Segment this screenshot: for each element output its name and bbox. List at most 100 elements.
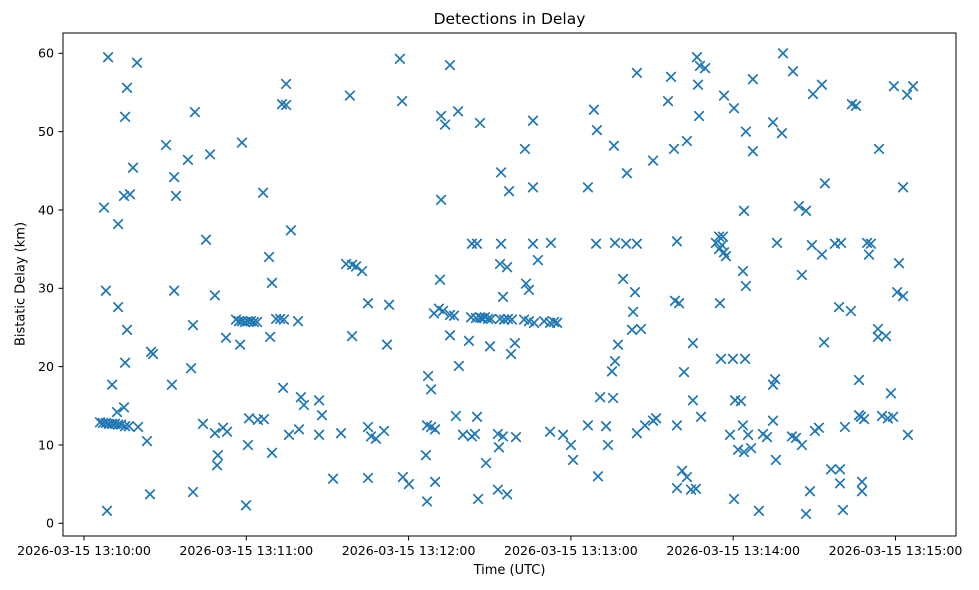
data-point [185, 363, 197, 374]
data-point [834, 464, 846, 475]
data-point [816, 249, 828, 260]
data-point [471, 411, 483, 422]
data-point [538, 316, 550, 327]
data-point [505, 348, 517, 360]
data-point [527, 182, 539, 193]
data-point [897, 290, 909, 302]
data-point [118, 190, 130, 202]
data-point [591, 124, 603, 136]
data-point [617, 273, 629, 285]
data-point [503, 186, 515, 197]
data-point [280, 99, 292, 111]
data-point [101, 505, 113, 516]
data-point [876, 410, 888, 422]
data-point [527, 115, 539, 126]
data-point [738, 446, 750, 458]
data-point [777, 48, 789, 59]
data-point [532, 254, 544, 266]
data-point [471, 238, 483, 249]
data-point [545, 237, 557, 249]
data-point [738, 205, 750, 216]
data-point [236, 137, 248, 148]
data-point [200, 234, 212, 245]
data-point [807, 88, 819, 100]
data-point [285, 225, 297, 236]
data-point [606, 366, 618, 377]
data-point [362, 421, 374, 433]
x-tick-label: 2026-03-15 13:13:00 [504, 543, 638, 558]
data-point [612, 339, 624, 350]
data-point [671, 482, 683, 494]
data-point [280, 78, 292, 90]
data-point [724, 429, 736, 440]
data-point [608, 140, 620, 151]
data-point [592, 471, 604, 482]
data-point [420, 450, 432, 461]
data-point [118, 402, 130, 413]
data-point [678, 366, 690, 378]
data-point [740, 280, 752, 292]
data-point [887, 411, 899, 422]
x-tick-label: 2026-03-15 13:10:00 [17, 543, 151, 558]
x-tick-label: 2026-03-15 13:11:00 [179, 543, 313, 558]
data-point [901, 89, 913, 100]
data-point [835, 237, 847, 249]
data-point [144, 489, 156, 500]
data-point [650, 413, 662, 424]
data-point [732, 444, 744, 455]
data-point [767, 117, 779, 128]
data-point [816, 79, 828, 90]
data-point [506, 314, 518, 325]
data-point [548, 316, 560, 328]
data-point [197, 418, 209, 429]
data-point [119, 111, 131, 122]
data-point [243, 413, 255, 424]
data-point [720, 251, 732, 262]
data-point [346, 330, 358, 342]
data-point [631, 238, 643, 249]
data-point [737, 265, 749, 277]
data-point [501, 489, 513, 500]
data-point [626, 324, 638, 335]
data-point [796, 439, 808, 451]
data-point [444, 330, 456, 341]
data-point [452, 106, 464, 117]
data-point [631, 67, 643, 79]
data-point [715, 353, 727, 364]
y-tick-label: 20 [38, 359, 54, 374]
data-point [480, 457, 492, 469]
data-point [793, 200, 805, 212]
data-point [671, 420, 683, 431]
data-point [263, 251, 275, 263]
data-point [112, 301, 124, 313]
data-point [100, 285, 112, 296]
data-point [872, 331, 884, 343]
data-point [728, 493, 740, 505]
data-point [837, 504, 849, 516]
data-point [381, 339, 393, 350]
data-point [106, 379, 118, 390]
data-point [893, 258, 905, 269]
data-point [681, 135, 693, 147]
data-point [687, 395, 699, 406]
data-point [497, 431, 509, 442]
data-point [316, 410, 328, 421]
data-point [590, 238, 602, 249]
data-point [902, 429, 914, 440]
data-point [344, 90, 356, 101]
data-point [277, 382, 289, 393]
data-point [620, 238, 632, 249]
data-point [853, 374, 865, 386]
data-point [98, 202, 110, 213]
data-point [472, 493, 484, 505]
data-point [557, 429, 569, 440]
data-point [668, 143, 680, 155]
data-point [747, 74, 759, 85]
data-point [209, 290, 221, 301]
data-point [457, 429, 469, 440]
data-point [845, 305, 857, 317]
data-point [739, 353, 751, 364]
data-point [453, 360, 465, 372]
chart-title: Detections in Delay [433, 10, 586, 28]
data-point [266, 277, 278, 288]
